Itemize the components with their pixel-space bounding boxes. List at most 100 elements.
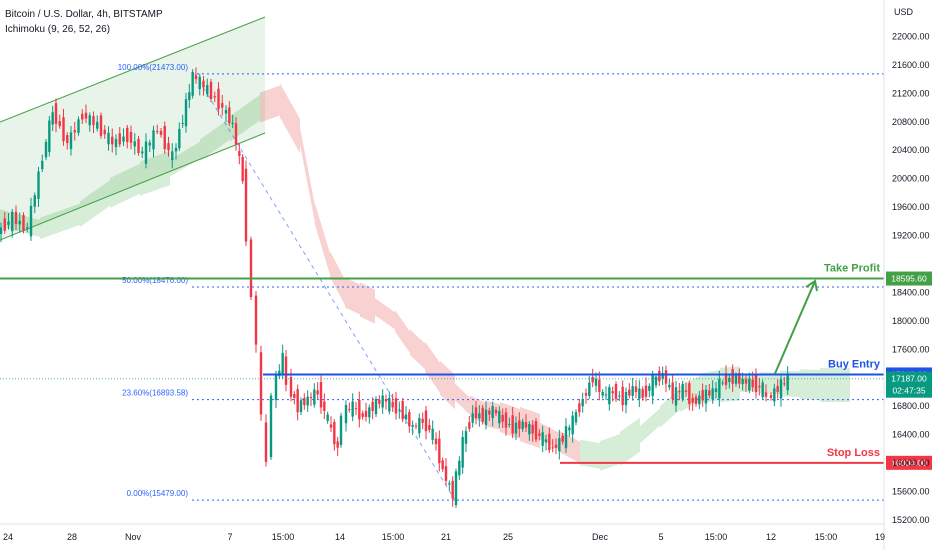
cloud-segment xyxy=(200,118,230,161)
candle-body xyxy=(171,151,174,161)
candle-body xyxy=(534,421,538,440)
candle-body xyxy=(26,227,29,229)
candle-body xyxy=(441,460,444,470)
y-tick-label: 21200.00 xyxy=(892,88,930,98)
candle-body xyxy=(241,156,244,182)
candle-body xyxy=(351,401,354,417)
candle-body xyxy=(293,393,296,398)
x-tick-label: 15:00 xyxy=(705,532,728,542)
y-tick-label: 16400.00 xyxy=(892,430,930,440)
x-tick-label: 15:00 xyxy=(382,532,405,542)
candle-body xyxy=(198,76,201,90)
candle-body xyxy=(611,391,614,394)
level-name: Take Profit xyxy=(824,263,880,275)
candle-body xyxy=(278,370,281,377)
countdown-label: 02:47:35 xyxy=(892,386,925,396)
candle-body xyxy=(14,211,18,225)
candle-body xyxy=(358,399,361,420)
projection-arrow-line xyxy=(774,280,816,374)
candle-body xyxy=(88,115,91,126)
candle-body xyxy=(167,143,170,151)
candle-body xyxy=(591,376,594,383)
candle-body xyxy=(638,388,641,399)
x-tick-label: 24 xyxy=(3,532,13,542)
fib-diagonal xyxy=(194,73,456,501)
candle-body xyxy=(33,195,36,207)
cloud-segment xyxy=(110,163,140,208)
candle-body xyxy=(107,132,110,145)
candle-body xyxy=(217,88,220,110)
candle-body xyxy=(299,400,303,413)
cloud-segment xyxy=(410,329,425,370)
current-price-label: 17187.00 xyxy=(891,374,927,384)
candle-body xyxy=(521,421,524,430)
candle-body xyxy=(188,92,191,101)
y-tick-label: 15600.00 xyxy=(892,487,930,497)
candle-body xyxy=(754,374,758,393)
candle-body xyxy=(81,113,84,120)
candle-body xyxy=(714,388,718,392)
candle-body xyxy=(574,412,578,423)
y-tick-label: 20800.00 xyxy=(892,117,930,127)
candle-body xyxy=(264,422,268,462)
candle-body xyxy=(671,382,674,400)
candle-body xyxy=(478,413,481,419)
candle-body xyxy=(319,382,323,408)
candle-body xyxy=(368,407,371,418)
channel-fill xyxy=(0,17,265,240)
candles xyxy=(0,67,789,508)
candle-body xyxy=(254,295,258,345)
candle-body xyxy=(371,401,374,412)
candle-body xyxy=(428,425,431,430)
indicator-label: Ichimoku (9, 26, 52, 26) xyxy=(5,24,111,35)
fib-level-label: 0.00%(15479.00) xyxy=(127,489,189,498)
x-tick-label: Dec xyxy=(592,532,609,542)
candle-body xyxy=(581,399,584,407)
candle-body xyxy=(259,352,263,415)
candle-body xyxy=(668,384,671,388)
candle-body xyxy=(524,422,528,428)
candle-body xyxy=(734,375,738,384)
candle-body xyxy=(421,418,424,423)
candle-body xyxy=(744,379,748,384)
candle-body xyxy=(306,396,309,406)
chart-legend: Bitcoin / U.S. Dollar, 4h, BITSTAMP Ichi… xyxy=(5,7,163,37)
ichimoku-cloud xyxy=(0,83,850,471)
candle-body xyxy=(438,438,441,464)
x-tick-label: 14 xyxy=(335,532,345,542)
candle-body xyxy=(531,424,534,434)
candle-body xyxy=(708,390,711,396)
candle-body xyxy=(568,427,571,431)
candle-body xyxy=(309,397,313,399)
candle-body xyxy=(411,425,414,427)
level-price-tag xyxy=(886,271,932,286)
candle-body xyxy=(464,431,468,444)
symbol-title: Bitcoin / U.S. Dollar, 4h, BITSTAMP xyxy=(5,9,163,20)
candle-body xyxy=(7,221,10,225)
candle-body xyxy=(281,352,284,375)
y-tick-label: 18000.00 xyxy=(892,316,930,326)
candle-body xyxy=(51,112,54,125)
y-tick-label: 16000.00 xyxy=(892,458,930,468)
candle-body xyxy=(181,123,184,125)
candle-body xyxy=(336,441,339,448)
candle-body xyxy=(184,99,188,127)
candle-body xyxy=(323,401,326,411)
candle-body xyxy=(316,390,319,395)
ascending-channel xyxy=(0,16,266,241)
candle-body xyxy=(618,395,621,397)
candle-body xyxy=(561,435,564,442)
candle-body xyxy=(228,107,231,123)
candle-body xyxy=(494,409,498,414)
candle-body xyxy=(221,103,224,108)
candle-body xyxy=(498,410,501,424)
level-price-label: 16004.00 xyxy=(891,458,927,468)
candle-body xyxy=(44,141,48,158)
cloud-segment xyxy=(640,408,660,444)
candle-body xyxy=(303,397,306,406)
candle-body xyxy=(691,397,694,403)
candle-body xyxy=(54,103,58,124)
candle-body xyxy=(191,71,194,96)
